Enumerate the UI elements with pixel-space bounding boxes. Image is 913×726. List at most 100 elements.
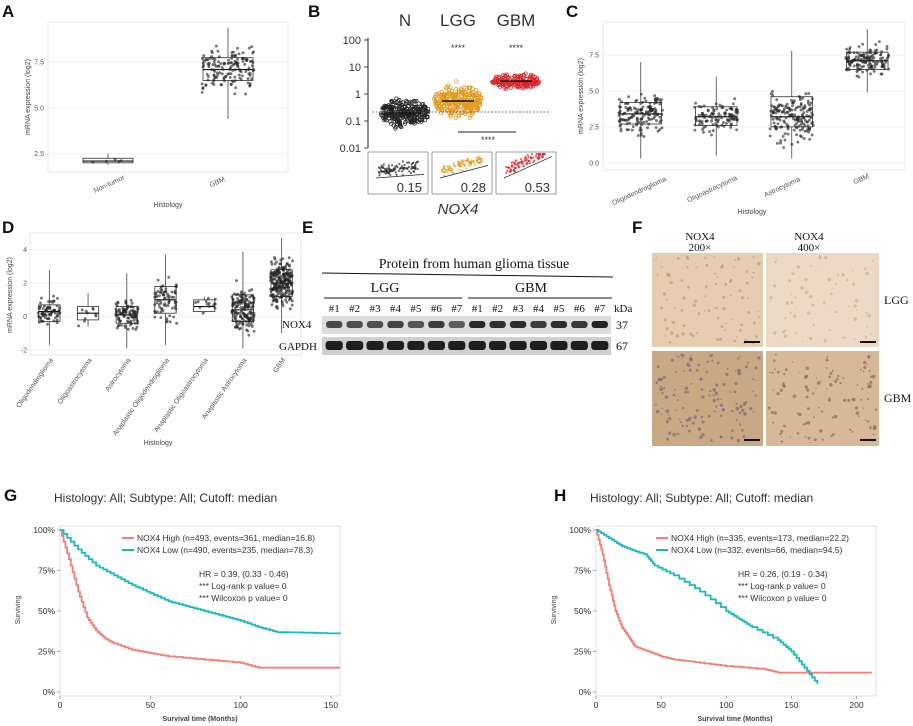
- data-point: [271, 294, 274, 298]
- ihc-cell: [731, 429, 734, 432]
- data-point: [639, 131, 643, 135]
- ihc-cell: [791, 361, 794, 363]
- data-point: [810, 133, 814, 137]
- panel-b-data-point: [492, 80, 497, 85]
- data-point: [869, 72, 872, 76]
- data-point: [244, 302, 248, 306]
- data-point: [632, 114, 636, 118]
- ihc-cell: [802, 423, 805, 426]
- data-point: [704, 119, 708, 123]
- panel-b-data-point: [389, 98, 394, 104]
- data-point: [277, 270, 281, 274]
- panel-b-significance: ****: [481, 135, 496, 145]
- panel-c-plot-area: [602, 21, 906, 171]
- panel-b-inset-point: [475, 159, 479, 162]
- data-point: [157, 294, 161, 298]
- panel-b-data-point: [460, 111, 465, 116]
- data-point: [799, 135, 803, 139]
- panel-b-data-point: [405, 118, 410, 123]
- ihc-cell: [782, 385, 786, 388]
- data-point: [165, 317, 169, 321]
- data-point: [702, 126, 706, 129]
- ihc-cell: [675, 355, 678, 357]
- ihc-cell: [724, 283, 728, 286]
- panel-b-data-point: [470, 87, 475, 92]
- ihc-cell: [686, 266, 689, 269]
- data-point: [706, 108, 710, 112]
- blot-strip-nox4: [322, 316, 611, 334]
- panel-b-data-point: [433, 99, 438, 104]
- panel-b-data-point: [468, 91, 473, 97]
- data-point: [247, 324, 251, 328]
- panel-b-inset-point: [391, 164, 394, 167]
- panel-b-ytick: 0.01: [340, 143, 361, 155]
- data-point: [153, 303, 157, 307]
- ihc-cell: [781, 330, 786, 334]
- panel-b-inset-point: [533, 159, 536, 162]
- data-point: [249, 306, 253, 310]
- data-point: [644, 99, 648, 103]
- ihc-cell: [677, 355, 680, 358]
- ihc-cell: [714, 405, 718, 408]
- data-point: [846, 60, 850, 64]
- panel-b-data-point: [494, 80, 499, 85]
- data-point: [723, 111, 726, 115]
- data-point: [801, 116, 805, 120]
- data-point: [641, 115, 645, 118]
- panel-h-stat: *** Wilcoxon p value= 0: [738, 593, 827, 603]
- data-point: [237, 52, 241, 56]
- data-point: [237, 322, 241, 326]
- panel-b-inset-point: [402, 167, 405, 170]
- ihc-cell: [823, 255, 828, 260]
- data-point: [210, 49, 214, 53]
- blot-kda-label: kDa: [614, 303, 632, 315]
- ihc-cell: [660, 306, 664, 310]
- ihc-cell: [828, 397, 831, 400]
- data-point: [882, 65, 886, 69]
- data-point: [798, 128, 802, 132]
- data-point: [647, 122, 651, 126]
- ihc-cell: [785, 301, 789, 305]
- panel-d-xtick: Astrocytoma: [104, 357, 132, 393]
- data-point: [211, 63, 215, 67]
- ihc-cell: [739, 424, 742, 427]
- data-point: [56, 296, 59, 300]
- data-point: [712, 108, 716, 112]
- panel-b-inset-point: [509, 170, 512, 174]
- data-point: [801, 127, 804, 131]
- ihc-cell: [688, 364, 691, 367]
- ihc-cell: [692, 421, 695, 425]
- data-point: [215, 75, 219, 79]
- data-point: [246, 312, 250, 316]
- ihc-cell: [860, 398, 863, 401]
- data-point: [200, 82, 204, 86]
- data-point: [133, 312, 137, 316]
- panel-b-data-point: [454, 79, 459, 84]
- data-point: [783, 138, 787, 142]
- data-point: [617, 97, 621, 101]
- panel-d-ytick: 0: [23, 314, 27, 321]
- data-point: [769, 114, 773, 118]
- data-point: [250, 77, 254, 81]
- blot-lane-label: #2: [492, 303, 503, 315]
- panel-b-data-point: [400, 106, 405, 111]
- km-xtick: 200: [849, 700, 863, 710]
- blot-band-nox4: [346, 321, 363, 328]
- data-point: [52, 309, 55, 313]
- ihc-cell: [681, 353, 685, 358]
- ihc-cell: [870, 375, 873, 379]
- data-point: [272, 274, 276, 277]
- panel-c-ytick: 5.0: [589, 88, 599, 95]
- data-point: [236, 297, 240, 300]
- panel-g-legend-low: NOX4 Low (n=490, events=235, median=78.3…: [137, 545, 313, 555]
- panel-b-inset-point: [536, 156, 539, 159]
- ihc-cell: [804, 385, 809, 389]
- ihc-cell: [807, 311, 811, 316]
- panel-h-stat: HR = 0.26, (0.19 - 0.34): [738, 569, 828, 579]
- data-point: [629, 106, 632, 110]
- km-xtick: 100: [234, 700, 248, 710]
- ihc-cell: [734, 370, 737, 372]
- km-curve-high: [60, 529, 340, 669]
- panel-b-inset-point: [510, 165, 514, 168]
- data-point: [626, 102, 630, 105]
